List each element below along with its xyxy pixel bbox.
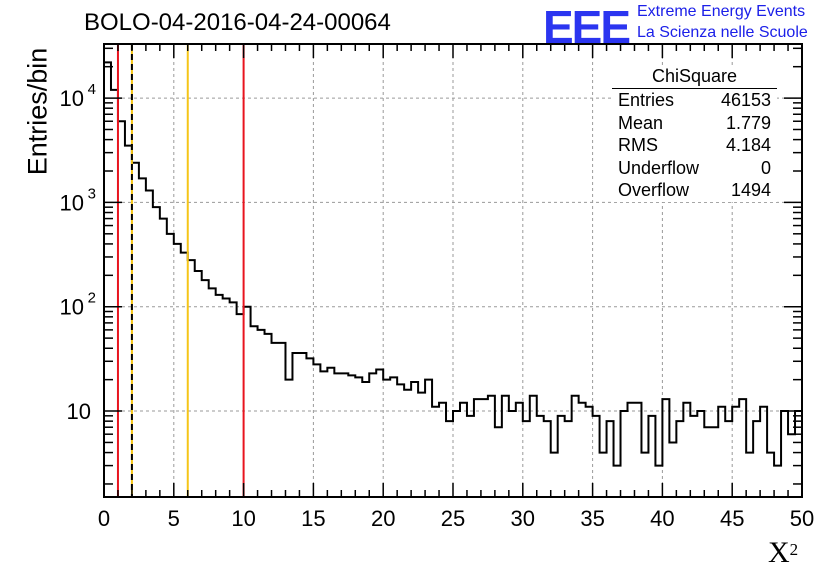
stats-title: ChiSquare	[612, 66, 777, 89]
y-tick-exponent: 2	[88, 290, 96, 307]
stats-box: ChiSquare Entries 46153 Mean 1.779 RMS 4.18…	[612, 66, 777, 202]
stats-label: Entries	[618, 90, 675, 110]
stats-value: 4.184	[725, 135, 771, 155]
logo-subtitle-2: La Scienza nelle Scuole	[637, 24, 808, 41]
x-tick-label: 25	[441, 506, 465, 531]
stats-value: 1494	[730, 180, 771, 200]
stats-row: RMS 4.184	[612, 134, 777, 157]
x-tick-label: 40	[650, 506, 674, 531]
stats-row: Entries 46153	[612, 89, 777, 112]
x-tick-label: 20	[371, 506, 395, 531]
plot-title: BOLO-04-2016-04-24-00064	[84, 9, 391, 36]
y-tick-exponent: 4	[88, 81, 96, 98]
x-tick-label: 35	[580, 506, 604, 531]
y-tick-exponent: 3	[88, 185, 96, 202]
stats-label: RMS	[618, 135, 658, 155]
stats-label: Underflow	[618, 157, 700, 178]
stats-value: 46153	[720, 90, 771, 110]
y-tick-label: 10	[60, 190, 84, 215]
stats-label: Overflow	[618, 180, 690, 200]
x-tick-label: 50	[790, 506, 814, 531]
logo-subtitle-1: Extreme Energy Events	[637, 3, 806, 20]
y-tick-label: 10	[60, 86, 84, 111]
x-tick-label: 5	[168, 506, 180, 531]
y-tick-label: 10	[60, 295, 84, 320]
x-tick-label: 30	[511, 506, 535, 531]
y-axis-label: Entries/bin	[22, 47, 53, 176]
x-tick-label: 15	[301, 506, 325, 531]
x-tick-label: 0	[98, 506, 110, 531]
histogram-series	[103, 61, 803, 497]
eee-logo: EEE	[543, 1, 631, 53]
x-tick-label: 10	[231, 506, 255, 531]
x-axis-label-sup: 2	[789, 540, 799, 559]
stats-row: Underflow 0	[612, 157, 777, 180]
stats-value: 1.779	[725, 112, 771, 133]
stats-row: Mean 1.779	[612, 112, 777, 135]
y-tick-label: 10	[67, 399, 91, 424]
stats-value: 0	[760, 157, 771, 178]
x-tick-label: 45	[720, 506, 744, 531]
x-axis-label: X2	[768, 536, 798, 570]
stats-row: Overflow 1494	[612, 179, 777, 202]
x-axis-label-base: X	[768, 536, 790, 569]
stats-label: Mean	[618, 112, 664, 133]
